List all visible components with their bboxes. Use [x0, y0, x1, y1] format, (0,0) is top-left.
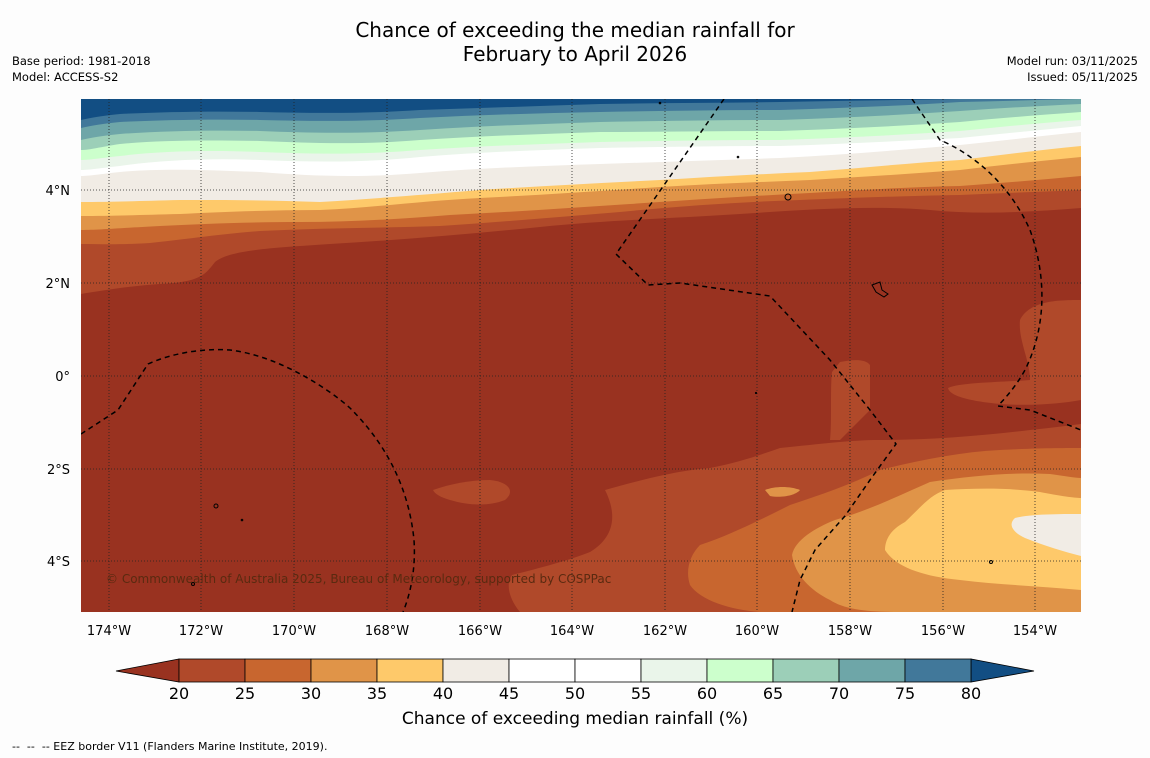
lon-labels: 174°W 172°W 170°W 168°W 166°W 164°W 162°… — [87, 624, 1057, 639]
eez-borders — [81, 99, 1081, 612]
colorbar-tick: 75 — [895, 684, 915, 703]
band-darkest-north — [81, 99, 1081, 120]
copyright-text: © Commonwealth of Australia 2025, Bureau… — [106, 572, 611, 586]
issued-date: Issued: 05/11/2025 — [1027, 70, 1138, 84]
lat-label: 2°N — [46, 277, 71, 292]
colorbar-tick: 40 — [433, 684, 453, 703]
colorbar-tick: 55 — [631, 684, 651, 703]
colorbar-tick: 80 — [961, 684, 981, 703]
title-line-2: February to April 2026 — [462, 42, 688, 66]
colorbar-tick: 65 — [763, 684, 783, 703]
map-title: Chance of exceeding the median rainfall … — [0, 18, 1150, 66]
model-name: Model: ACCESS-S2 — [12, 70, 119, 84]
colorbar-tick: 20 — [169, 684, 189, 703]
lon-label: 168°W — [365, 624, 409, 639]
meta-left: Base period: 1981-2018 Model: ACCESS-S2 — [12, 53, 151, 85]
eez-footnote: -- -- -- EEZ border V11 (Flanders Marine… — [12, 740, 328, 753]
band-35-40-south-small — [765, 487, 800, 497]
colorbar-segment — [706, 658, 774, 683]
colorbar-tick: 35 — [367, 684, 387, 703]
lon-label: 164°W — [550, 624, 594, 639]
lat-label: 0° — [55, 370, 70, 385]
base-period: Base period: 1981-2018 — [12, 54, 151, 68]
model-run: Model run: 03/11/2025 — [1006, 54, 1138, 68]
colorbar-segment — [442, 658, 510, 683]
lon-label: 174°W — [87, 624, 131, 639]
title-line-1: Chance of exceeding the median rainfall … — [355, 18, 795, 42]
map-area: © Commonwealth of Australia 2025, Bureau… — [81, 99, 1081, 612]
colorbar-tick: 70 — [829, 684, 849, 703]
lon-label: 166°W — [458, 624, 502, 639]
meta-right: Model run: 03/11/2025 Issued: 05/11/2025 — [1007, 53, 1138, 85]
colorbar-segment — [904, 658, 972, 683]
lon-label: 170°W — [272, 624, 316, 639]
colorbar-tick: 25 — [235, 684, 255, 703]
band-25-30-east — [948, 300, 1081, 405]
colorbar-segment — [640, 658, 708, 683]
eez-border-east — [911, 99, 1081, 431]
colorbar-label: Chance of exceeding median rainfall (%) — [401, 709, 749, 729]
band-45-50-south — [1011, 514, 1081, 556]
colorbar-tick: 45 — [499, 684, 519, 703]
lat-label: 4°S — [47, 555, 70, 570]
colorbar-tick: 50 — [565, 684, 585, 703]
colorbar-tick: 30 — [301, 684, 321, 703]
eez-border-west — [81, 348, 416, 612]
lon-label: 160°W — [735, 624, 779, 639]
colorbar-segment — [310, 658, 378, 683]
lon-label: 158°W — [828, 624, 872, 639]
colorbar-segment — [772, 658, 840, 683]
lat-label: 4°N — [46, 184, 71, 199]
colorbar-segment — [838, 658, 906, 683]
band-40-45-south — [885, 488, 1081, 590]
band-25-30-south-west-lobe — [433, 480, 510, 505]
colorbar-boxes — [178, 658, 972, 683]
colorbar-segment — [376, 658, 444, 683]
lon-label: 172°W — [179, 624, 223, 639]
band-25-30-center — [830, 360, 870, 440]
eez-border-northwest — [615, 99, 897, 612]
islands — [191, 101, 993, 586]
lat-labels: 4°N 2°N 0° 2°S 4°S — [46, 184, 71, 570]
colorbar: 20 25 30 35 40 45 50 55 60 65 70 75 80 — [115, 658, 1035, 703]
colorbar-ticks: 20 25 30 35 40 45 50 55 60 65 70 75 80 — [169, 684, 981, 703]
lon-label: 162°W — [643, 624, 687, 639]
colorbar-segment — [508, 658, 576, 683]
colorbar-right-arrow — [970, 658, 1035, 683]
lon-label: 154°W — [1013, 624, 1057, 639]
colorbar-segment — [574, 658, 642, 683]
colorbar-left-arrow — [115, 658, 180, 683]
colorbar-segment — [244, 658, 312, 683]
colorbar-segment — [178, 658, 246, 683]
lat-label: 2°S — [47, 463, 70, 478]
colorbar-tick: 60 — [697, 684, 717, 703]
lon-label: 156°W — [921, 624, 965, 639]
